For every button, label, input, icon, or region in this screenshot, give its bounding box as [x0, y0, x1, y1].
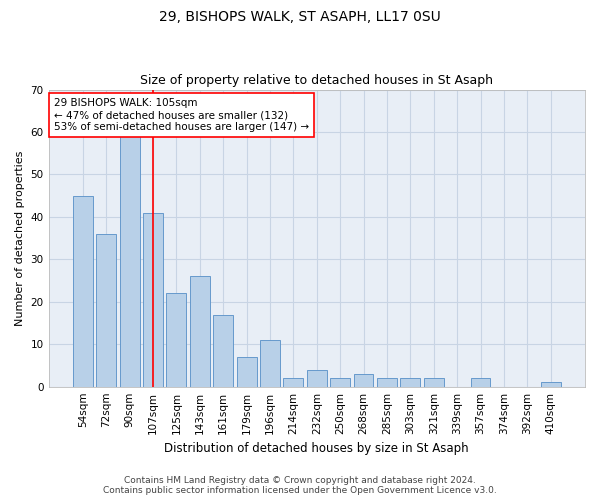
Bar: [330, 378, 350, 386]
Bar: [97, 234, 116, 386]
Bar: [424, 378, 443, 386]
Bar: [120, 136, 140, 386]
Bar: [73, 196, 93, 386]
Bar: [213, 314, 233, 386]
Bar: [143, 212, 163, 386]
Bar: [283, 378, 304, 386]
Bar: [166, 294, 187, 386]
Bar: [307, 370, 327, 386]
Bar: [260, 340, 280, 386]
Title: Size of property relative to detached houses in St Asaph: Size of property relative to detached ho…: [140, 74, 493, 87]
Bar: [190, 276, 210, 386]
X-axis label: Distribution of detached houses by size in St Asaph: Distribution of detached houses by size …: [164, 442, 469, 455]
Text: 29, BISHOPS WALK, ST ASAPH, LL17 0SU: 29, BISHOPS WALK, ST ASAPH, LL17 0SU: [159, 10, 441, 24]
Text: 29 BISHOPS WALK: 105sqm
← 47% of detached houses are smaller (132)
53% of semi-d: 29 BISHOPS WALK: 105sqm ← 47% of detache…: [54, 98, 309, 132]
Bar: [541, 382, 560, 386]
Bar: [400, 378, 420, 386]
Y-axis label: Number of detached properties: Number of detached properties: [15, 150, 25, 326]
Bar: [470, 378, 490, 386]
Bar: [236, 357, 257, 386]
Text: Contains HM Land Registry data © Crown copyright and database right 2024.
Contai: Contains HM Land Registry data © Crown c…: [103, 476, 497, 495]
Bar: [353, 374, 373, 386]
Bar: [377, 378, 397, 386]
